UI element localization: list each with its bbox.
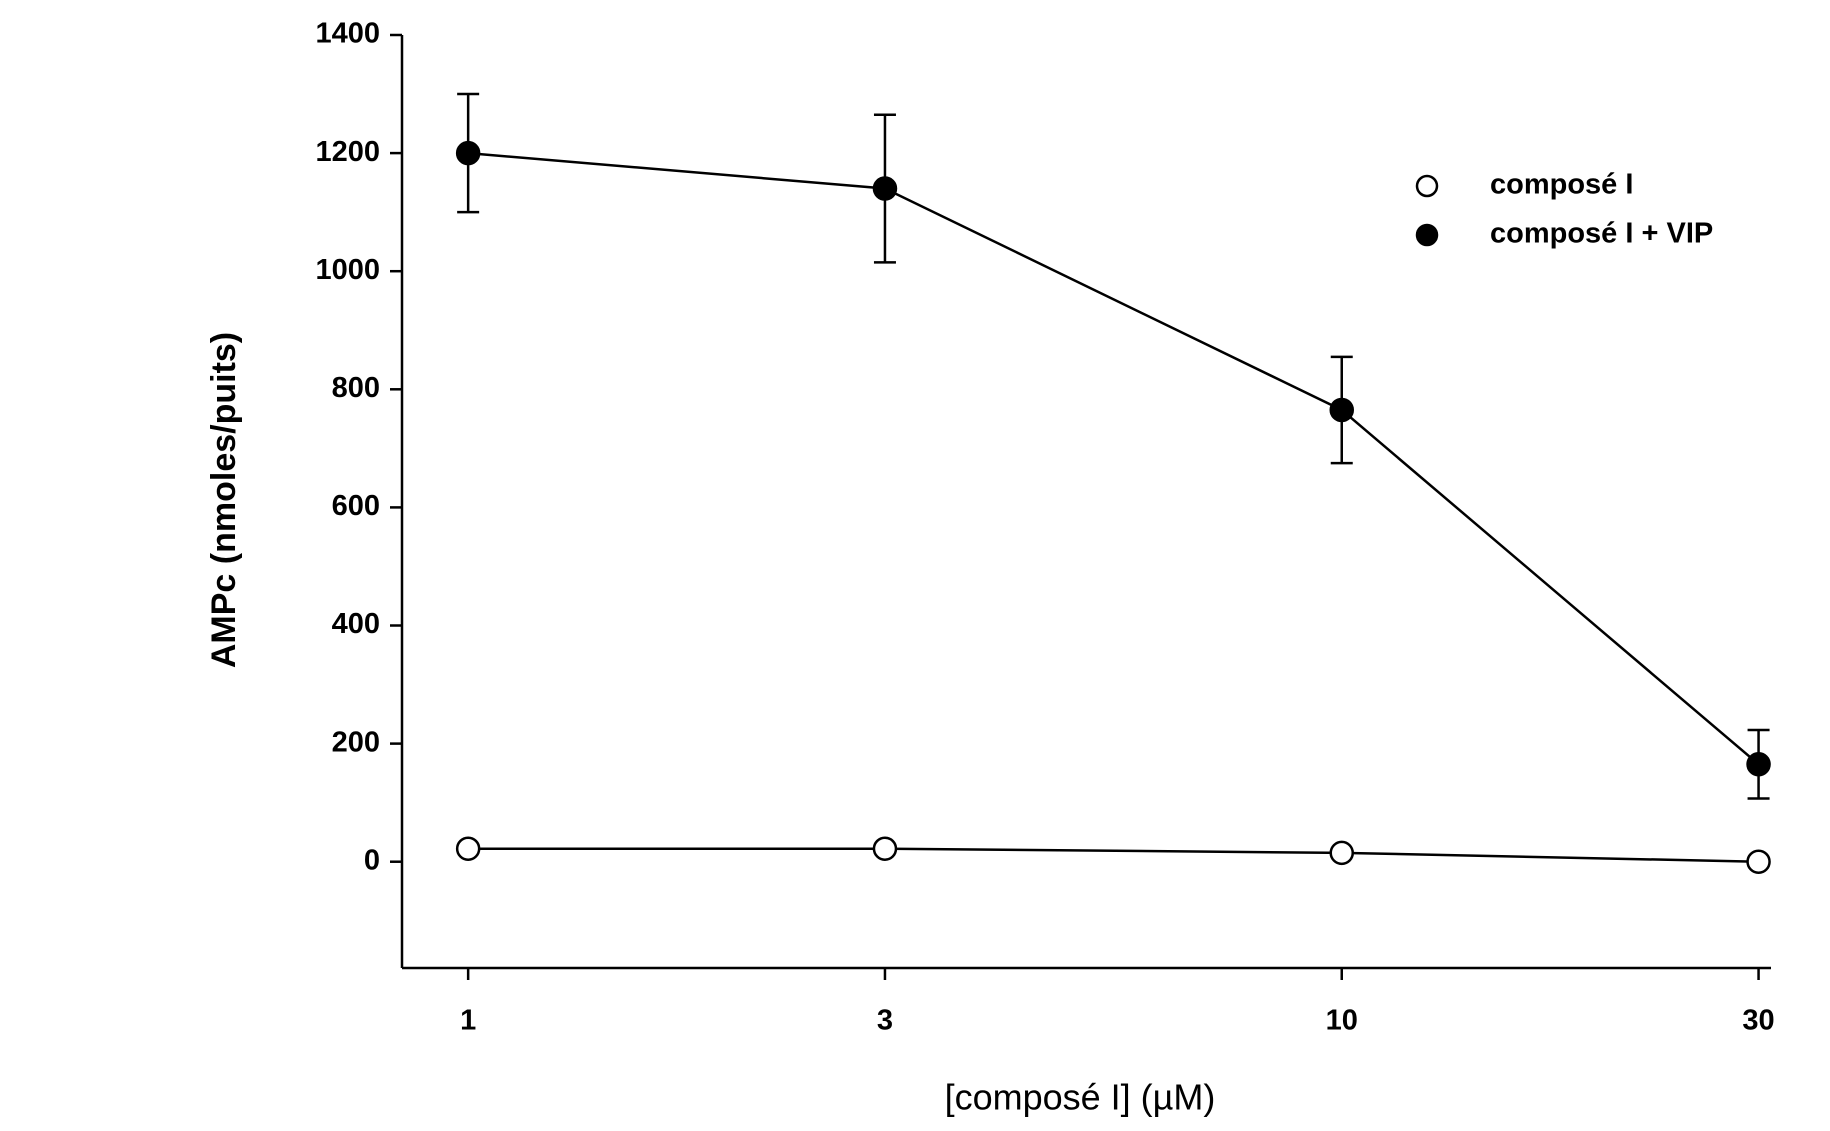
data-point	[874, 838, 896, 860]
data-point	[874, 178, 896, 200]
data-point	[1748, 753, 1770, 775]
y-tick-label: 600	[332, 490, 380, 522]
data-point	[457, 838, 479, 860]
y-tick-label: 1200	[315, 136, 380, 168]
y-tick-label: 800	[332, 372, 380, 404]
y-tick-label: 200	[332, 726, 380, 758]
x-tick-label: 10	[1326, 1005, 1358, 1037]
x-axis-title: [composé I] (µM)	[945, 1077, 1216, 1118]
legend-marker	[1417, 225, 1437, 245]
y-tick-label: 400	[332, 608, 380, 640]
y-tick-label: 1400	[315, 18, 380, 50]
y-tick-label: 1000	[315, 254, 380, 286]
series-line	[468, 849, 1758, 862]
legend-marker	[1417, 176, 1437, 196]
data-point	[1748, 851, 1770, 873]
y-tick-label: 0	[364, 844, 380, 876]
data-point	[1331, 842, 1353, 864]
x-tick-label: 30	[1742, 1005, 1774, 1037]
y-axis-title: AMPc (nmoles/puits)	[205, 332, 243, 668]
legend-label: composé I + VIP	[1490, 218, 1713, 250]
x-tick-label: 3	[877, 1005, 893, 1037]
data-point	[1331, 399, 1353, 421]
legend-label: composé I	[1490, 169, 1633, 201]
data-point	[457, 142, 479, 164]
x-tick-label: 1	[460, 1005, 476, 1037]
